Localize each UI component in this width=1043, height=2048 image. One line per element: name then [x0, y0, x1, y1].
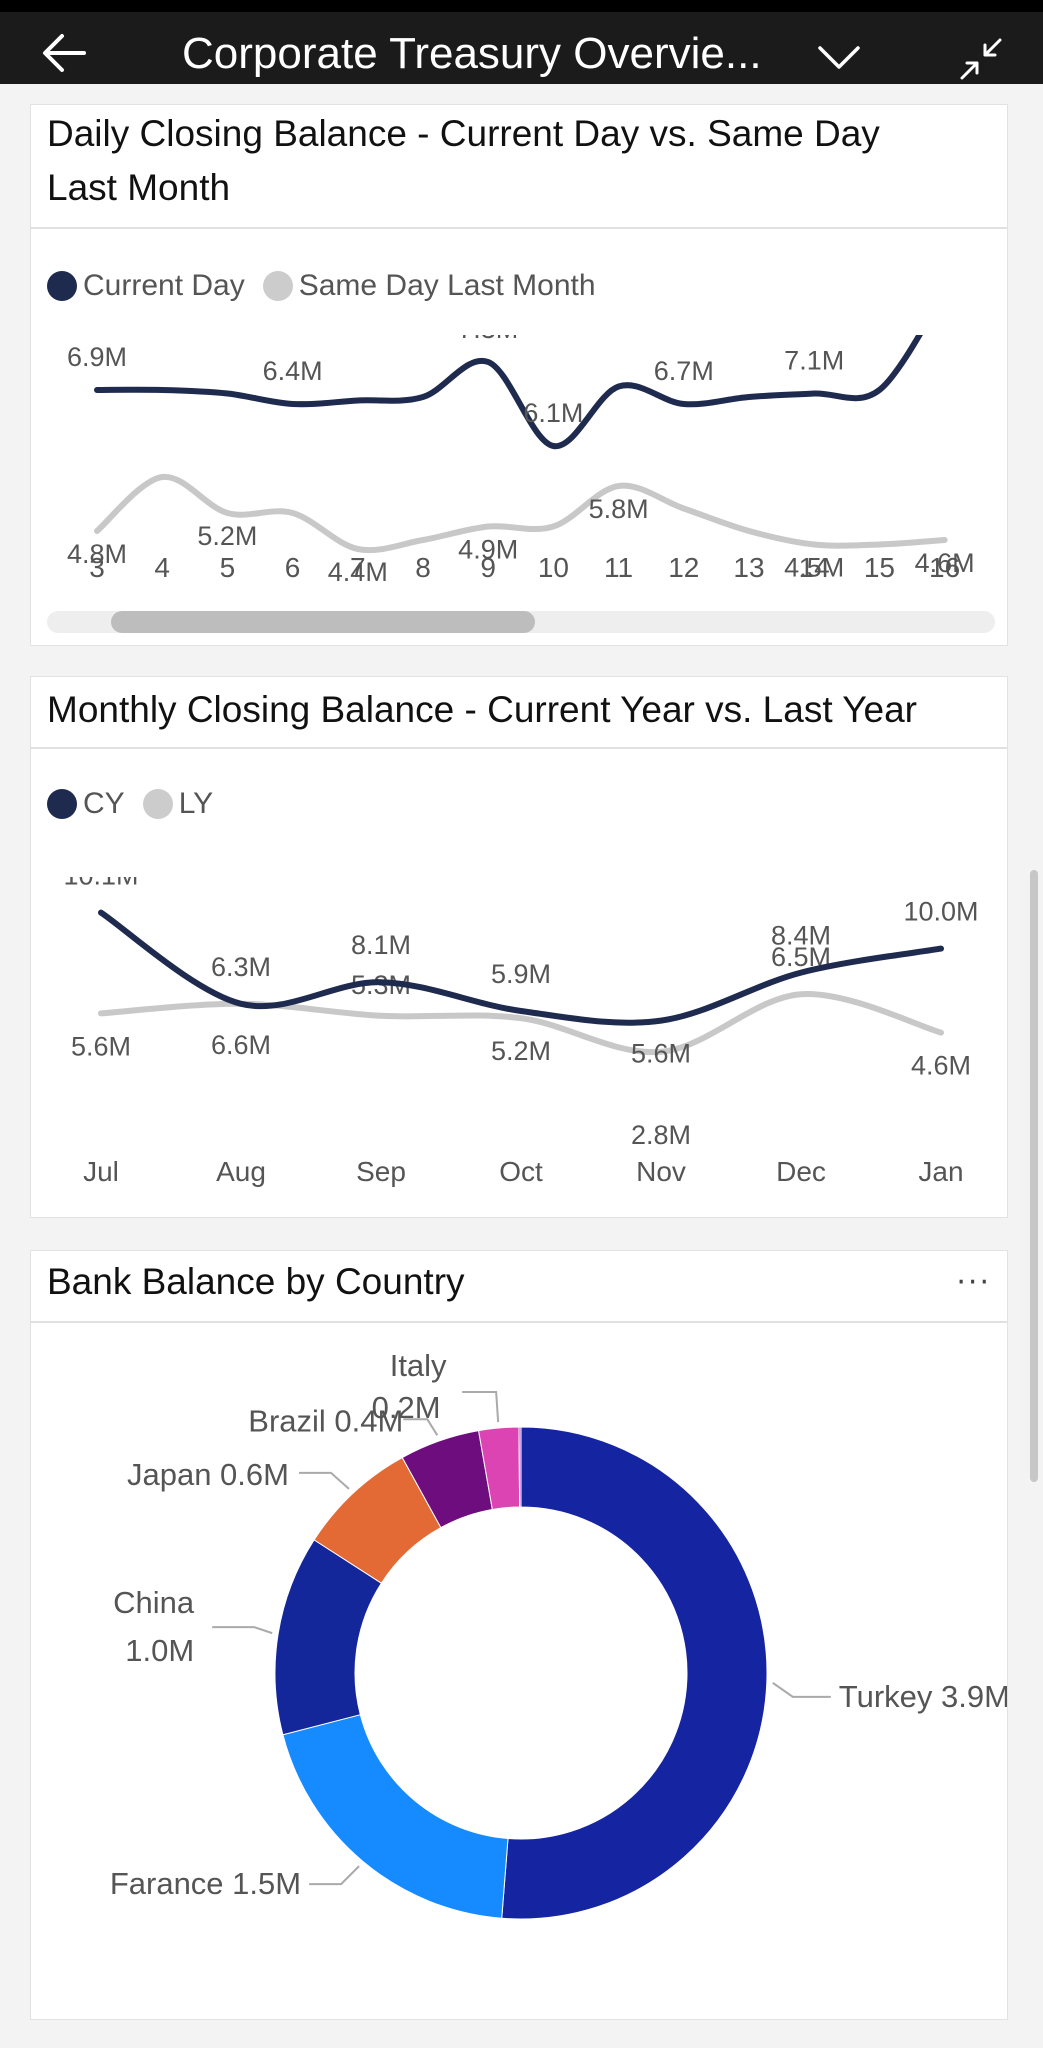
- leader-line-china: [212, 1626, 273, 1635]
- x-tick-label: Aug: [216, 1156, 266, 1187]
- x-tick-label: 3: [89, 552, 105, 583]
- legend-item-current-day[interactable]: Current Day: [47, 269, 245, 303]
- data-label: 6.1M: [523, 398, 583, 428]
- label-turkey: Turkey 3.9M: [839, 1679, 1007, 1714]
- x-tick-label: 4: [154, 552, 170, 583]
- data-label: 6.9M: [67, 342, 127, 372]
- data-label: 6.6M: [211, 1030, 271, 1060]
- x-tick-label: Dec: [776, 1156, 826, 1187]
- card-divider: [31, 747, 1007, 749]
- data-label: 6.3M: [211, 952, 271, 982]
- country-chart-title: Bank Balance by Country: [47, 1261, 465, 1302]
- chevron-down-icon[interactable]: [816, 42, 862, 72]
- data-label: 7.1M: [784, 346, 844, 376]
- label-italy-value: 0.2M: [372, 1390, 441, 1425]
- daily-legend: Current Day Same Day Last Month: [47, 269, 614, 303]
- data-label: 5.6M: [631, 1039, 691, 1069]
- series-line-same-day-last-month: [94, 473, 948, 554]
- country-donut-chart[interactable]: Turkey 3.9M Farance 1.5M China 1.0M Japan 0.…: [31, 1331, 1007, 2011]
- x-tick-label: Nov: [636, 1156, 686, 1187]
- data-label: 5.2M: [491, 1036, 551, 1066]
- data-label: 10.0M: [903, 897, 978, 927]
- label-farance: Farance 1.5M: [110, 1866, 301, 1901]
- x-tick-label: 15: [864, 552, 895, 583]
- x-tick-label: 12: [668, 552, 699, 583]
- legend-item-cy[interactable]: CY: [47, 787, 125, 821]
- label-china: China: [113, 1585, 195, 1620]
- leader-line-farance: [309, 1865, 360, 1886]
- data-label: 6.4M: [263, 356, 323, 386]
- daily-balance-card[interactable]: Daily Closing Balance - Current Day vs. …: [30, 104, 1008, 646]
- data-label: 7.3M: [458, 335, 518, 344]
- monthly-legend: CY LY: [47, 787, 231, 821]
- arrow-left-icon[interactable]: [40, 30, 90, 76]
- monthly-balance-card[interactable]: Monthly Closing Balance - Current Year v…: [30, 676, 1008, 1218]
- x-tick-label: 5: [220, 552, 236, 583]
- leader-line-brazil: [403, 1418, 439, 1436]
- data-label: 4.4M: [328, 557, 388, 585]
- data-label: 6.7M: [654, 356, 714, 386]
- leader-line-japan: [298, 1471, 350, 1490]
- data-label: 5.9M: [491, 959, 551, 989]
- x-tick-label: 7: [350, 552, 366, 583]
- label-japan: Japan 0.6M: [127, 1457, 289, 1492]
- data-label: 4.9M: [458, 535, 518, 565]
- legend-dot: [262, 271, 293, 301]
- x-tick-label: 9: [480, 552, 496, 583]
- legend-item-ly[interactable]: LY: [142, 787, 213, 821]
- slice-turkey: [501, 1426, 768, 1920]
- x-tick-label: 13: [733, 552, 764, 583]
- label-italy: Italy: [390, 1348, 447, 1383]
- x-tick-label: 8: [415, 552, 431, 583]
- data-label: 10.1M: [63, 877, 138, 891]
- x-tick-label: Jan: [918, 1156, 963, 1187]
- card-divider: [31, 227, 1007, 229]
- data-label: 4.6M: [915, 548, 975, 578]
- data-label: 8.1M: [351, 930, 411, 960]
- card-divider: [31, 1321, 1007, 1323]
- daily-line-chart[interactable]: 4.8M 5.2M 4.4M 4.9M 5.8M 4.5M 4.6M 6.9M 6.4M 7.3M…: [31, 335, 1007, 585]
- x-tick-label: 16: [929, 552, 960, 583]
- monthly-chart-title: Monthly Closing Balance - Current Year v…: [47, 689, 917, 730]
- legend-dot: [47, 271, 77, 301]
- x-tick-label: 10: [538, 552, 569, 583]
- slice-farance: [282, 1714, 509, 1919]
- label-china-value: 1.0M: [125, 1633, 194, 1668]
- country-balance-card[interactable]: Bank Balance by Country ··· Turkey 3.9M F…: [30, 1250, 1008, 2020]
- monthly-line-chart[interactable]: 5.6M6.6M5.3M5.2M2.8M6.5M4.6M10.1M6.3M8.1…: [31, 877, 1007, 1197]
- data-label: 5.8M: [589, 494, 649, 524]
- x-tick-label: 6: [285, 552, 301, 583]
- data-label: 4.5M: [784, 553, 844, 583]
- series-line-current-day: [94, 335, 923, 450]
- x-tick-label: Oct: [499, 1156, 543, 1187]
- data-label: 5.6M: [71, 1031, 131, 1061]
- legend-dot: [47, 789, 77, 819]
- x-tick-label: 11: [604, 552, 633, 583]
- vertical-scrollbar[interactable]: [1030, 870, 1038, 1482]
- daily-chart-title: Daily Closing Balance - Current Day vs. …: [47, 113, 880, 208]
- data-label: 2.8M: [631, 1120, 691, 1150]
- data-label: 4.8M: [67, 539, 127, 569]
- leader-line-italy: [462, 1391, 500, 1423]
- data-label: 8.4M: [771, 921, 831, 951]
- legend-dot: [142, 789, 173, 819]
- label-brazil: Brazil 0.4M: [248, 1403, 403, 1438]
- slice-other: [518, 1426, 522, 1508]
- x-tick-label: Sep: [356, 1156, 406, 1187]
- scrollbar-thumb[interactable]: [111, 611, 535, 633]
- collapse-icon[interactable]: [958, 36, 1004, 82]
- leader-line-turkey: [772, 1682, 831, 1698]
- x-tick-label: 14: [799, 552, 830, 583]
- data-label: 5.2M: [197, 521, 257, 551]
- series-line-cy: [98, 909, 944, 1026]
- x-tick-label: Jul: [83, 1156, 119, 1187]
- report-title[interactable]: Corporate Treasury Overvie...: [182, 29, 762, 78]
- horizontal-scrollbar[interactable]: [47, 611, 995, 633]
- more-options-icon[interactable]: ···: [956, 1265, 991, 1300]
- top-bar: Corporate Treasury Overvie...: [0, 0, 1043, 84]
- data-label: 4.6M: [911, 1051, 971, 1081]
- legend-item-same-day-last-month[interactable]: Same Day Last Month: [262, 269, 596, 303]
